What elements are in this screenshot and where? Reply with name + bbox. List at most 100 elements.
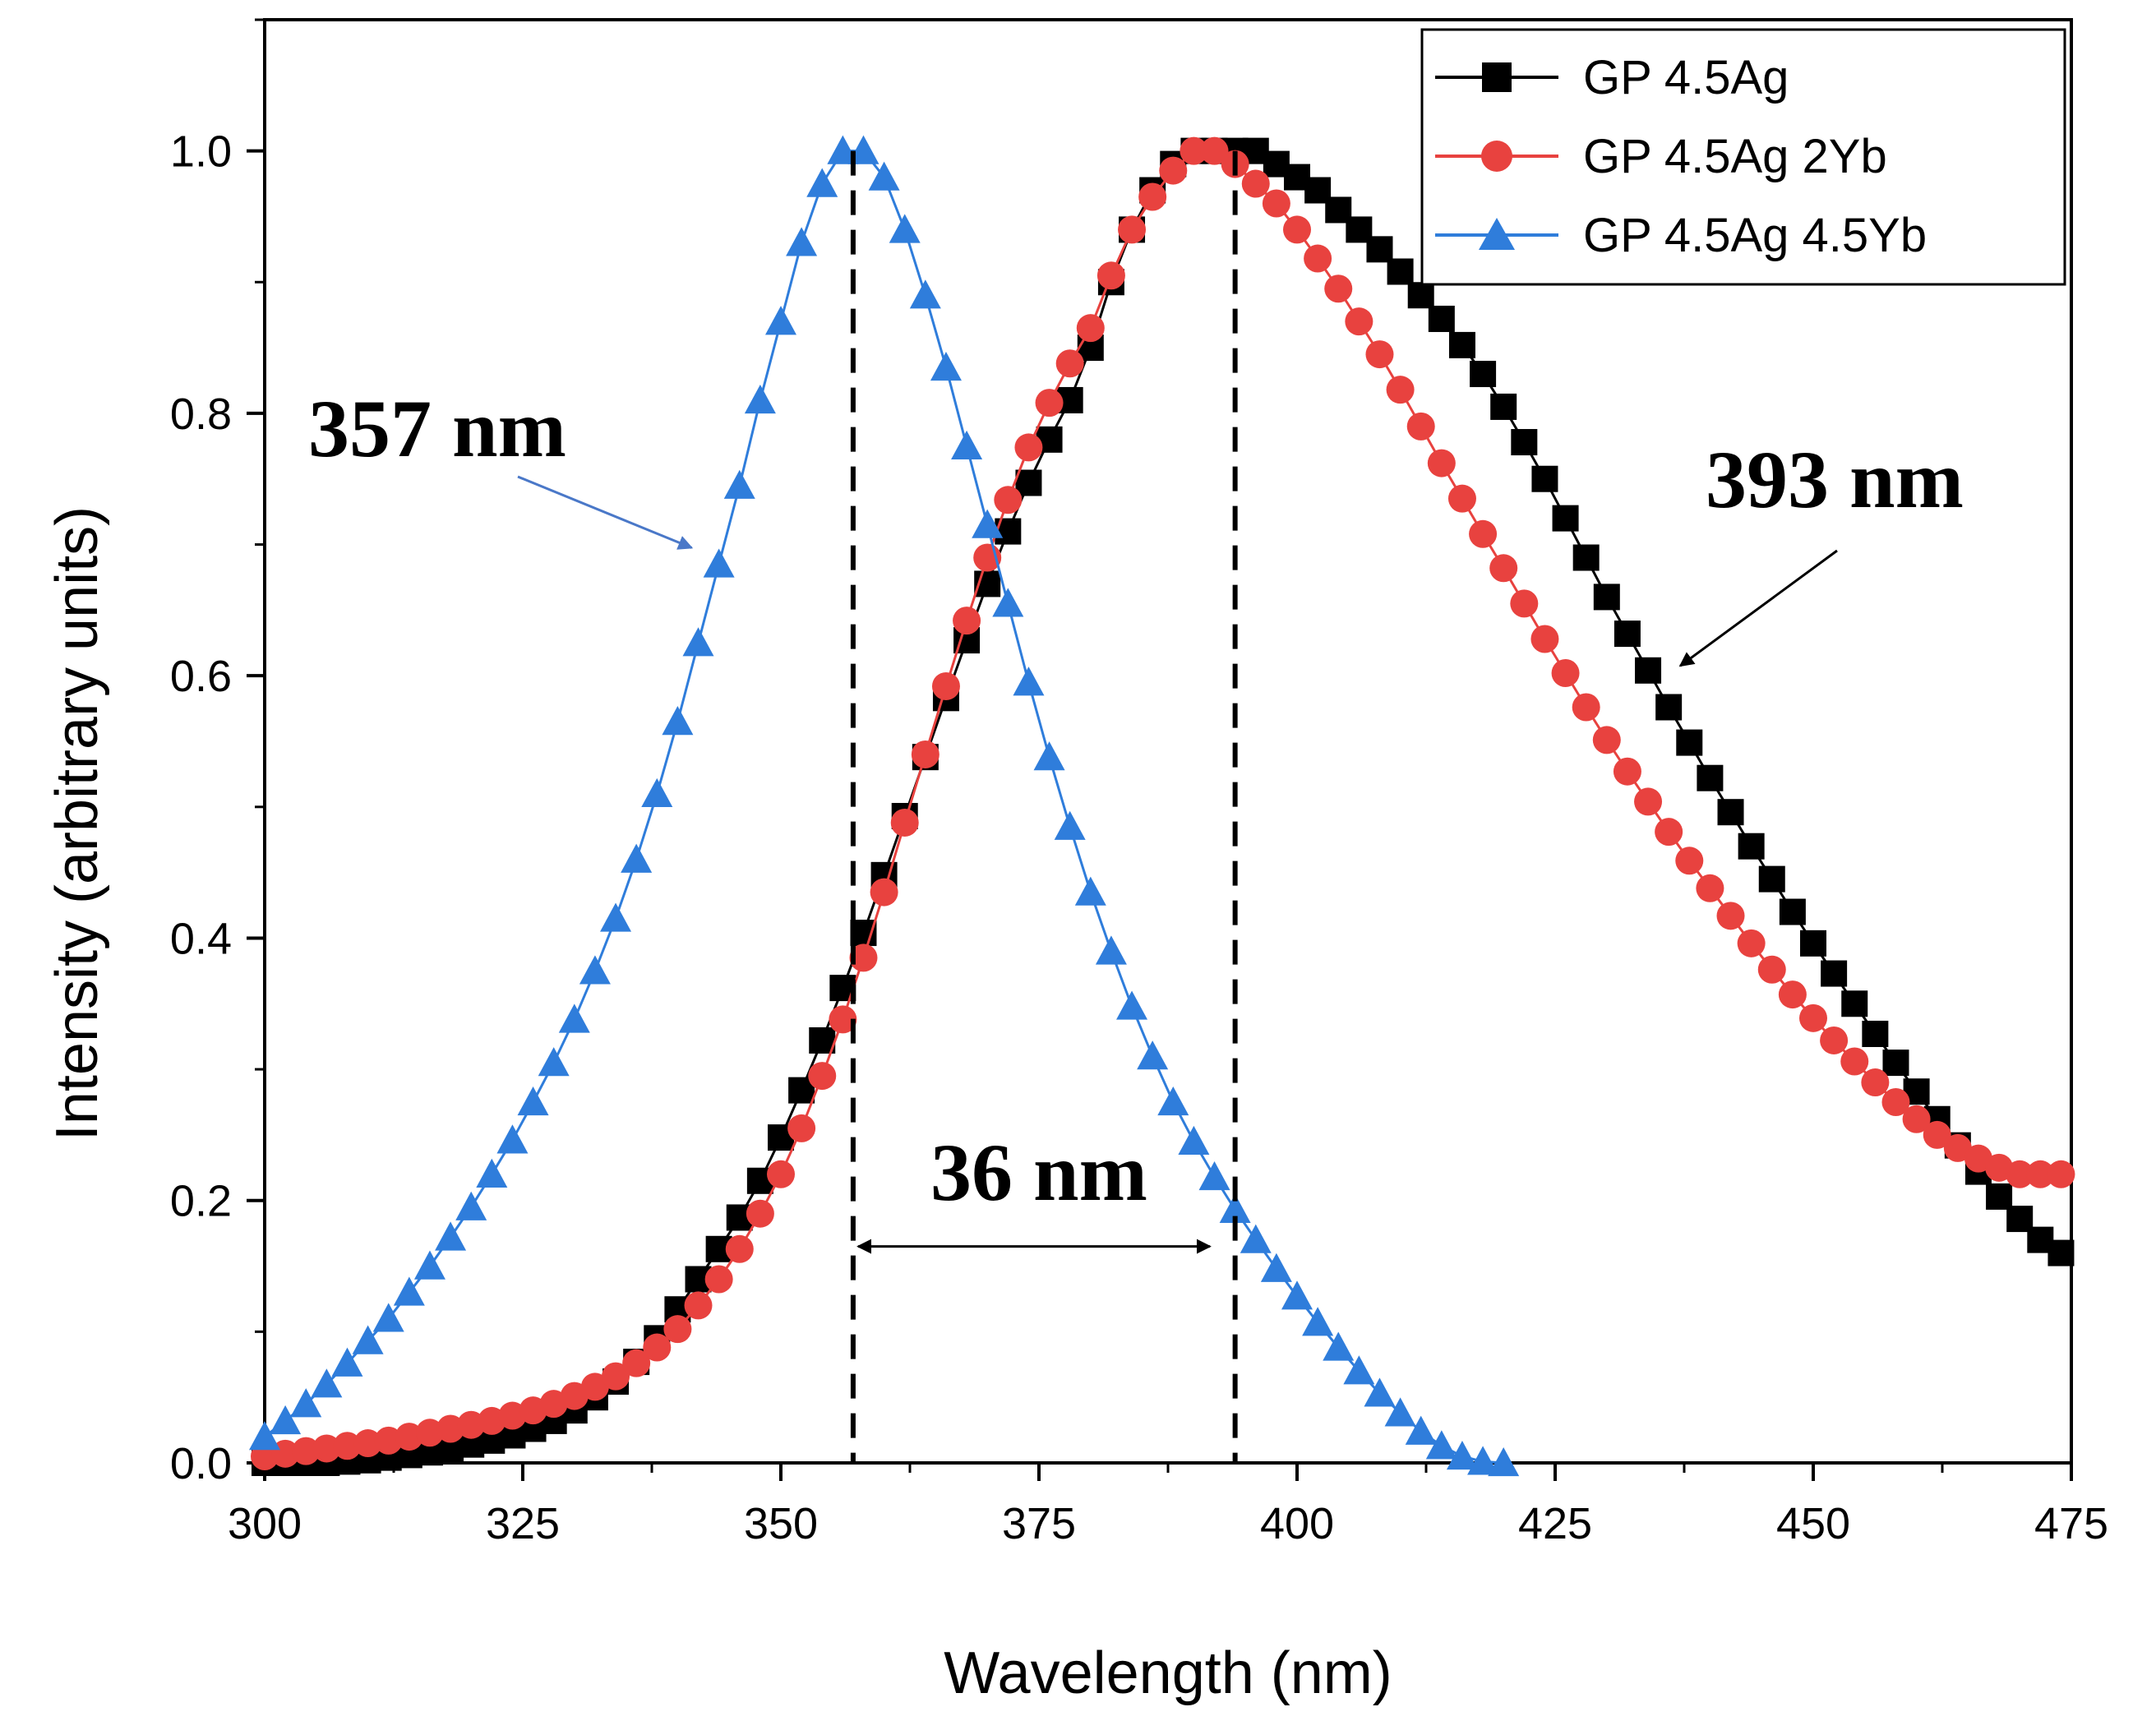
data-point <box>1137 1040 1169 1070</box>
legend: GP 4.5Ag GP 4.5Ag 2Yb GP 4.5Ag 4.5Yb <box>1420 28 2066 286</box>
y-axis-title: Intensity (arbitrary units) <box>44 506 110 1141</box>
data-point <box>1675 847 1704 875</box>
data-point <box>1033 741 1065 771</box>
y-tick-label: 0.2 <box>170 1177 232 1226</box>
annotation-arrow <box>1678 549 1838 667</box>
data-point <box>455 1191 487 1220</box>
data-point <box>1116 990 1148 1020</box>
legend-label: GP 4.5Ag 2Yb <box>1583 130 1887 183</box>
data-point <box>1095 935 1127 965</box>
data-point <box>725 1234 754 1263</box>
data-point <box>622 1349 651 1377</box>
data-point <box>684 1291 713 1320</box>
data-point <box>1655 694 1683 721</box>
series-line <box>264 150 2061 1458</box>
series-line <box>264 150 1504 1465</box>
data-point <box>1054 810 1086 840</box>
data-point <box>953 607 981 635</box>
data-point <box>868 161 900 191</box>
data-point <box>1240 1224 1272 1253</box>
data-point <box>1281 1280 1313 1310</box>
x-tick-label: 425 <box>1518 1499 1592 1548</box>
data-point <box>827 135 859 164</box>
data-point <box>1262 189 1290 218</box>
data-point <box>1986 1183 2013 1210</box>
data-point <box>1531 465 1558 492</box>
data-point <box>1717 799 1744 826</box>
data-point <box>1738 833 1765 860</box>
data-point <box>1510 589 1539 618</box>
data-point <box>723 469 755 499</box>
x-tick-label: 450 <box>1776 1499 1850 1548</box>
legend-label: GP 4.5Ag <box>1583 51 1789 104</box>
data-point <box>1074 876 1106 906</box>
data-point <box>1200 136 1229 165</box>
data-point <box>870 878 898 907</box>
data-point <box>1572 693 1600 722</box>
data-point <box>1446 1441 1478 1470</box>
data-point <box>1530 625 1559 653</box>
data-point <box>1241 169 1270 198</box>
data-point <box>1820 1026 1849 1054</box>
data-point <box>1324 274 1353 303</box>
data-point <box>600 902 632 932</box>
data-point <box>765 306 796 335</box>
data-point <box>476 1158 508 1188</box>
y-tick-label: 0.8 <box>170 390 232 439</box>
data-point <box>352 1325 384 1354</box>
data-point <box>951 430 983 459</box>
data-point <box>292 1437 321 1465</box>
data-point <box>1943 1133 1972 1162</box>
data-point <box>333 1432 362 1460</box>
data-point <box>1552 505 1579 532</box>
data-point <box>1260 1253 1292 1282</box>
data-point <box>829 1005 857 1034</box>
annotation-label: 393 nm <box>1706 434 1964 525</box>
data-point <box>1800 930 1826 957</box>
annotation-label: 36 nm <box>930 1127 1147 1218</box>
data-point <box>1779 898 1806 925</box>
data-point <box>849 943 878 972</box>
legend-label: GP 4.5Ag 4.5Yb <box>1583 209 1927 262</box>
data-point <box>1696 874 1724 902</box>
data-point <box>2006 1160 2034 1188</box>
data-point <box>1861 1068 1890 1097</box>
data-point <box>1013 667 1045 696</box>
data-point <box>1407 282 1434 309</box>
data-point <box>1386 376 1415 404</box>
data-point <box>2047 1160 2075 1188</box>
data-point <box>744 384 776 414</box>
data-point <box>972 509 1004 538</box>
data-point <box>395 1423 423 1451</box>
series-layer <box>249 135 2075 1477</box>
data-point <box>2026 1160 2055 1188</box>
data-point <box>643 1333 672 1362</box>
data-point <box>353 1429 382 1458</box>
legend-marker <box>1479 218 1515 250</box>
data-point <box>1737 929 1766 957</box>
data-point <box>890 808 919 837</box>
data-point <box>1593 584 1620 611</box>
data-point <box>415 1419 444 1447</box>
data-point <box>1055 349 1084 378</box>
data-point <box>249 1421 280 1451</box>
data-point <box>558 1003 590 1033</box>
data-point <box>786 227 818 256</box>
data-point <box>1076 314 1105 343</box>
data-point <box>931 671 960 700</box>
data-point <box>1302 1307 1334 1336</box>
data-point <box>311 1368 343 1398</box>
data-point <box>436 1414 465 1443</box>
data-point <box>1758 865 1785 893</box>
data-point <box>1467 1446 1499 1475</box>
data-point <box>663 1315 692 1344</box>
data-point <box>1159 156 1188 185</box>
legend-marker <box>1481 141 1512 172</box>
data-point <box>1035 389 1064 418</box>
data-point <box>1219 1193 1251 1224</box>
data-point <box>1323 1331 1355 1361</box>
y-tick-label: 0.6 <box>170 652 232 701</box>
data-point <box>270 1405 302 1435</box>
data-point <box>1345 307 1373 336</box>
data-point <box>413 1250 446 1280</box>
